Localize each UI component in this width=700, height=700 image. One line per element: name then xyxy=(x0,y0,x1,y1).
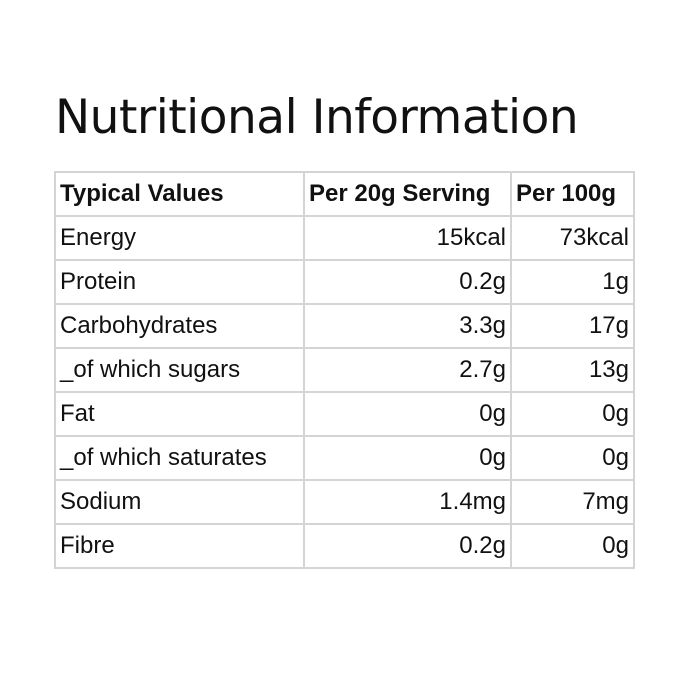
per-100g-value: 1g xyxy=(510,259,635,305)
per-serving-value: 0g xyxy=(303,391,512,437)
per-serving-value: 1.4mg xyxy=(303,479,512,525)
table-row: Protein 0.2g 1g xyxy=(54,259,635,305)
table-row: Sodium 1.4mg 7mg xyxy=(54,479,635,525)
per-100g-value: 0g xyxy=(510,435,635,481)
per-100g-value: 73kcal xyxy=(510,215,635,261)
table-row: _of which saturates 0g 0g xyxy=(54,435,635,481)
table-header-row: Typical Values Per 20g Serving Per 100g xyxy=(54,171,635,217)
per-serving-value: 2.7g xyxy=(303,347,512,393)
nutrition-table: Typical Values Per 20g Serving Per 100g … xyxy=(54,171,635,569)
nutrient-name: Fat xyxy=(54,391,305,437)
nutrient-name: Carbohydrates xyxy=(54,303,305,349)
per-100g-value: 0g xyxy=(510,391,635,437)
per-serving-value: 15kcal xyxy=(303,215,512,261)
table-row: Fat 0g 0g xyxy=(54,391,635,437)
per-serving-value: 3.3g xyxy=(303,303,512,349)
column-header-per-serving: Per 20g Serving xyxy=(303,171,512,217)
column-header-typical-values: Typical Values xyxy=(54,171,305,217)
per-100g-value: 17g xyxy=(510,303,635,349)
per-serving-value: 0.2g xyxy=(303,259,512,305)
nutrient-name: Fibre xyxy=(54,523,305,569)
table-row: Fibre 0.2g 0g xyxy=(54,523,635,569)
nutrient-name: _of which sugars xyxy=(54,347,305,393)
per-100g-value: 13g xyxy=(510,347,635,393)
table-row: _of which sugars 2.7g 13g xyxy=(54,347,635,393)
nutrient-name: Sodium xyxy=(54,479,305,525)
page-title: Nutritional Information xyxy=(55,90,579,145)
table-row: Carbohydrates 3.3g 17g xyxy=(54,303,635,349)
per-100g-value: 7mg xyxy=(510,479,635,525)
table-row: Energy 15kcal 73kcal xyxy=(54,215,635,261)
nutrient-name: _of which saturates xyxy=(54,435,305,481)
per-serving-value: 0g xyxy=(303,435,512,481)
column-header-per-100g: Per 100g xyxy=(510,171,635,217)
per-serving-value: 0.2g xyxy=(303,523,512,569)
nutrient-name: Energy xyxy=(54,215,305,261)
nutrient-name: Protein xyxy=(54,259,305,305)
per-100g-value: 0g xyxy=(510,523,635,569)
